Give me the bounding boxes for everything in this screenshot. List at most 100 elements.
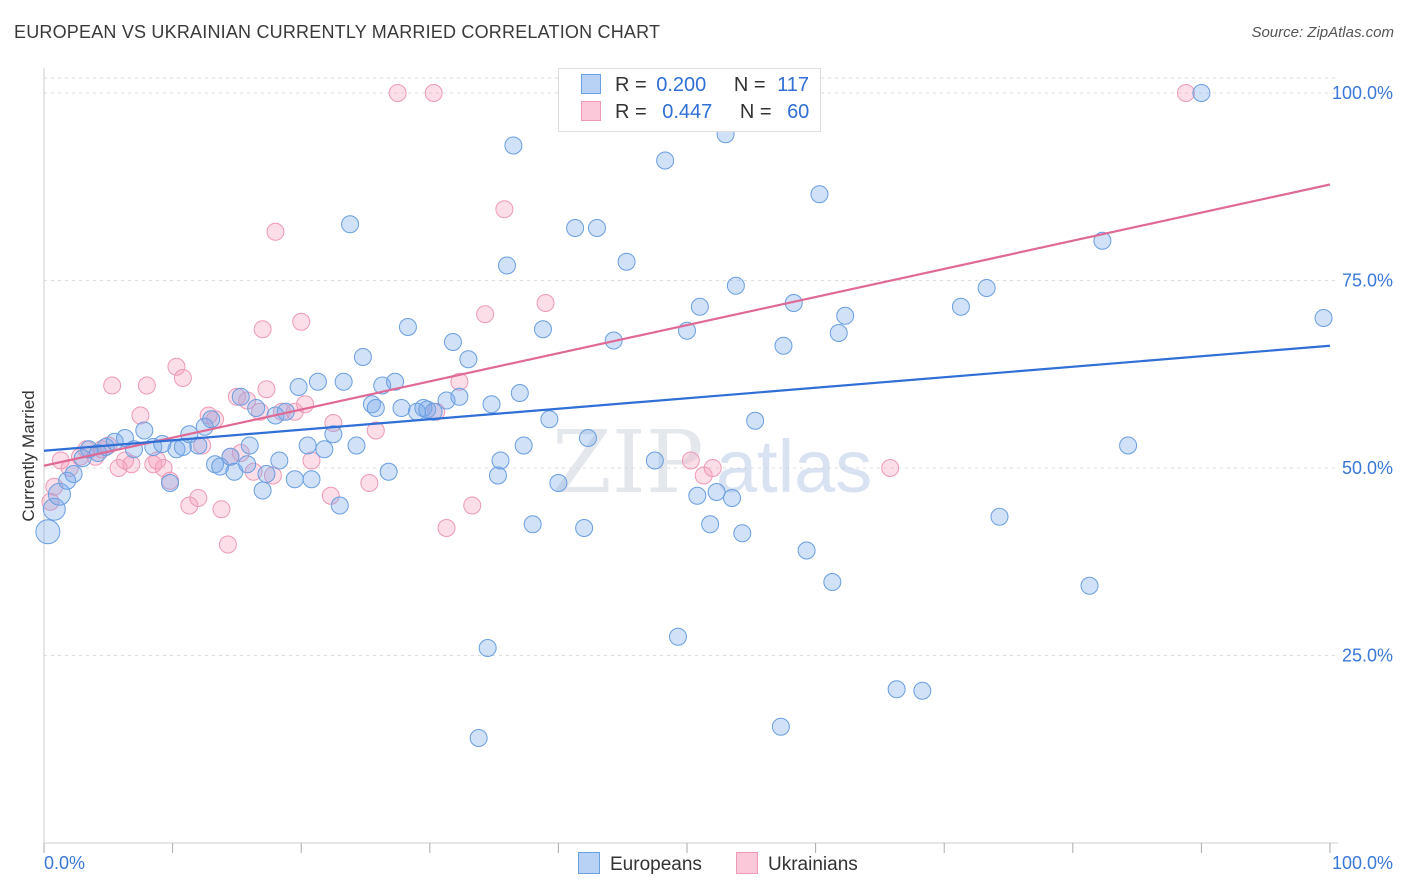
european-point: [575, 519, 594, 537]
european-point: [221, 447, 240, 466]
european-point: [488, 466, 507, 485]
european-point: [330, 496, 349, 515]
ukrainian-point: [122, 455, 141, 474]
european-point: [253, 481, 272, 500]
european-point: [478, 639, 497, 657]
european-point: [285, 470, 304, 489]
n-label: N =: [733, 74, 766, 96]
european-point: [723, 489, 742, 507]
european-point: [977, 279, 996, 297]
r-label: R =: [615, 101, 647, 123]
european-point: [366, 399, 385, 417]
european-point: [202, 410, 221, 429]
legend-europeans: Europeans: [578, 852, 702, 876]
ukrainian-point: [263, 466, 282, 485]
legend-row-europeans: R = 0.200 N = 117: [581, 74, 809, 98]
y-tick-label: 25.0%: [1342, 646, 1393, 666]
european-point: [347, 436, 366, 455]
european-point: [617, 252, 636, 271]
european-point: [324, 425, 343, 444]
europeans-r-value: 0.200: [656, 74, 707, 96]
ukrainian-point: [167, 357, 186, 376]
european-point: [257, 465, 276, 483]
ukrainian-point: [253, 320, 272, 339]
european-point: [690, 297, 709, 316]
european-point: [688, 486, 707, 505]
ukrainian-point: [302, 451, 321, 470]
european-point: [392, 399, 411, 417]
ukrainian-point: [266, 222, 285, 241]
european-point: [733, 524, 752, 543]
ukrainian-point: [103, 376, 122, 395]
european-point: [566, 219, 585, 237]
ukrainians-n-value: 60: [787, 101, 810, 123]
european-point: [1192, 84, 1211, 102]
y-axis-label: Currently Married: [19, 390, 38, 521]
ukrainian-point: [450, 372, 469, 391]
trend-lines: [43, 183, 1331, 467]
european-point: [746, 411, 765, 430]
ukrainian-point: [131, 406, 150, 425]
ukrainian-point: [137, 376, 156, 395]
europeans-legend-label: Europeans: [610, 854, 702, 875]
watermark-atlas: atlas: [716, 425, 872, 508]
european-point: [247, 399, 266, 417]
european-point: [587, 219, 606, 237]
european-point: [334, 372, 353, 391]
y-tick-label: 50.0%: [1342, 458, 1393, 478]
source-credit: Source: ZipAtlas.com: [1251, 24, 1394, 41]
ukrainian-point: [1176, 84, 1195, 102]
european-point: [315, 440, 334, 459]
european-point: [64, 465, 83, 483]
legend-row-ukrainians: R = 0.447 N = 60: [581, 101, 809, 125]
european-point: [491, 451, 510, 470]
european-point: [726, 276, 745, 295]
ukrainian-point: [231, 444, 250, 462]
european-point: [645, 451, 664, 470]
european-point: [341, 215, 360, 234]
european-point: [189, 436, 208, 455]
ukrainian-point: [41, 492, 60, 511]
european-point: [887, 680, 906, 699]
x-tick-label: 0.0%: [44, 853, 85, 873]
european-point: [533, 320, 552, 339]
ukrainian-point: [321, 486, 340, 505]
series-legend: Europeans Ukrainians: [0, 852, 1406, 878]
gridlines: [44, 77, 1338, 656]
european-point: [951, 297, 970, 316]
european-point: [514, 436, 533, 455]
tick-labels: 25.0% 50.0% 75.0% 100.0% 0.0% 100.0%: [44, 83, 1393, 873]
european-point: [289, 378, 308, 396]
ukrainian-point: [292, 312, 311, 331]
european-point: [353, 348, 372, 366]
ukrainians-points: [41, 84, 1195, 554]
european-point: [240, 436, 259, 455]
r-label: R =: [615, 74, 647, 96]
europeans-swatch: [581, 74, 601, 94]
ukrainian-point: [881, 459, 900, 477]
european-point: [823, 573, 842, 591]
ukrainians-r-value: 0.447: [662, 101, 713, 123]
european-point: [161, 474, 180, 492]
ukrainian-point: [681, 451, 700, 470]
european-point: [540, 410, 559, 429]
ukrainian-point: [227, 387, 246, 406]
ukrainian-point: [360, 474, 379, 492]
european-point: [829, 324, 848, 342]
european-point: [298, 436, 317, 455]
y-tick-label: 75.0%: [1342, 271, 1393, 291]
european-point: [1314, 309, 1333, 327]
european-point: [656, 151, 675, 170]
european-point: [707, 483, 726, 501]
european-point: [523, 515, 542, 534]
ukrainian-point: [173, 369, 192, 387]
x-tick-label: 100.0%: [1332, 853, 1393, 873]
european-point: [497, 256, 516, 275]
european-point: [302, 470, 321, 489]
european-point: [58, 471, 77, 490]
european-point: [1080, 576, 1099, 595]
europeans-trend-line: [43, 344, 1331, 452]
ukrainians-swatch: [581, 101, 601, 121]
european-point: [35, 519, 61, 545]
